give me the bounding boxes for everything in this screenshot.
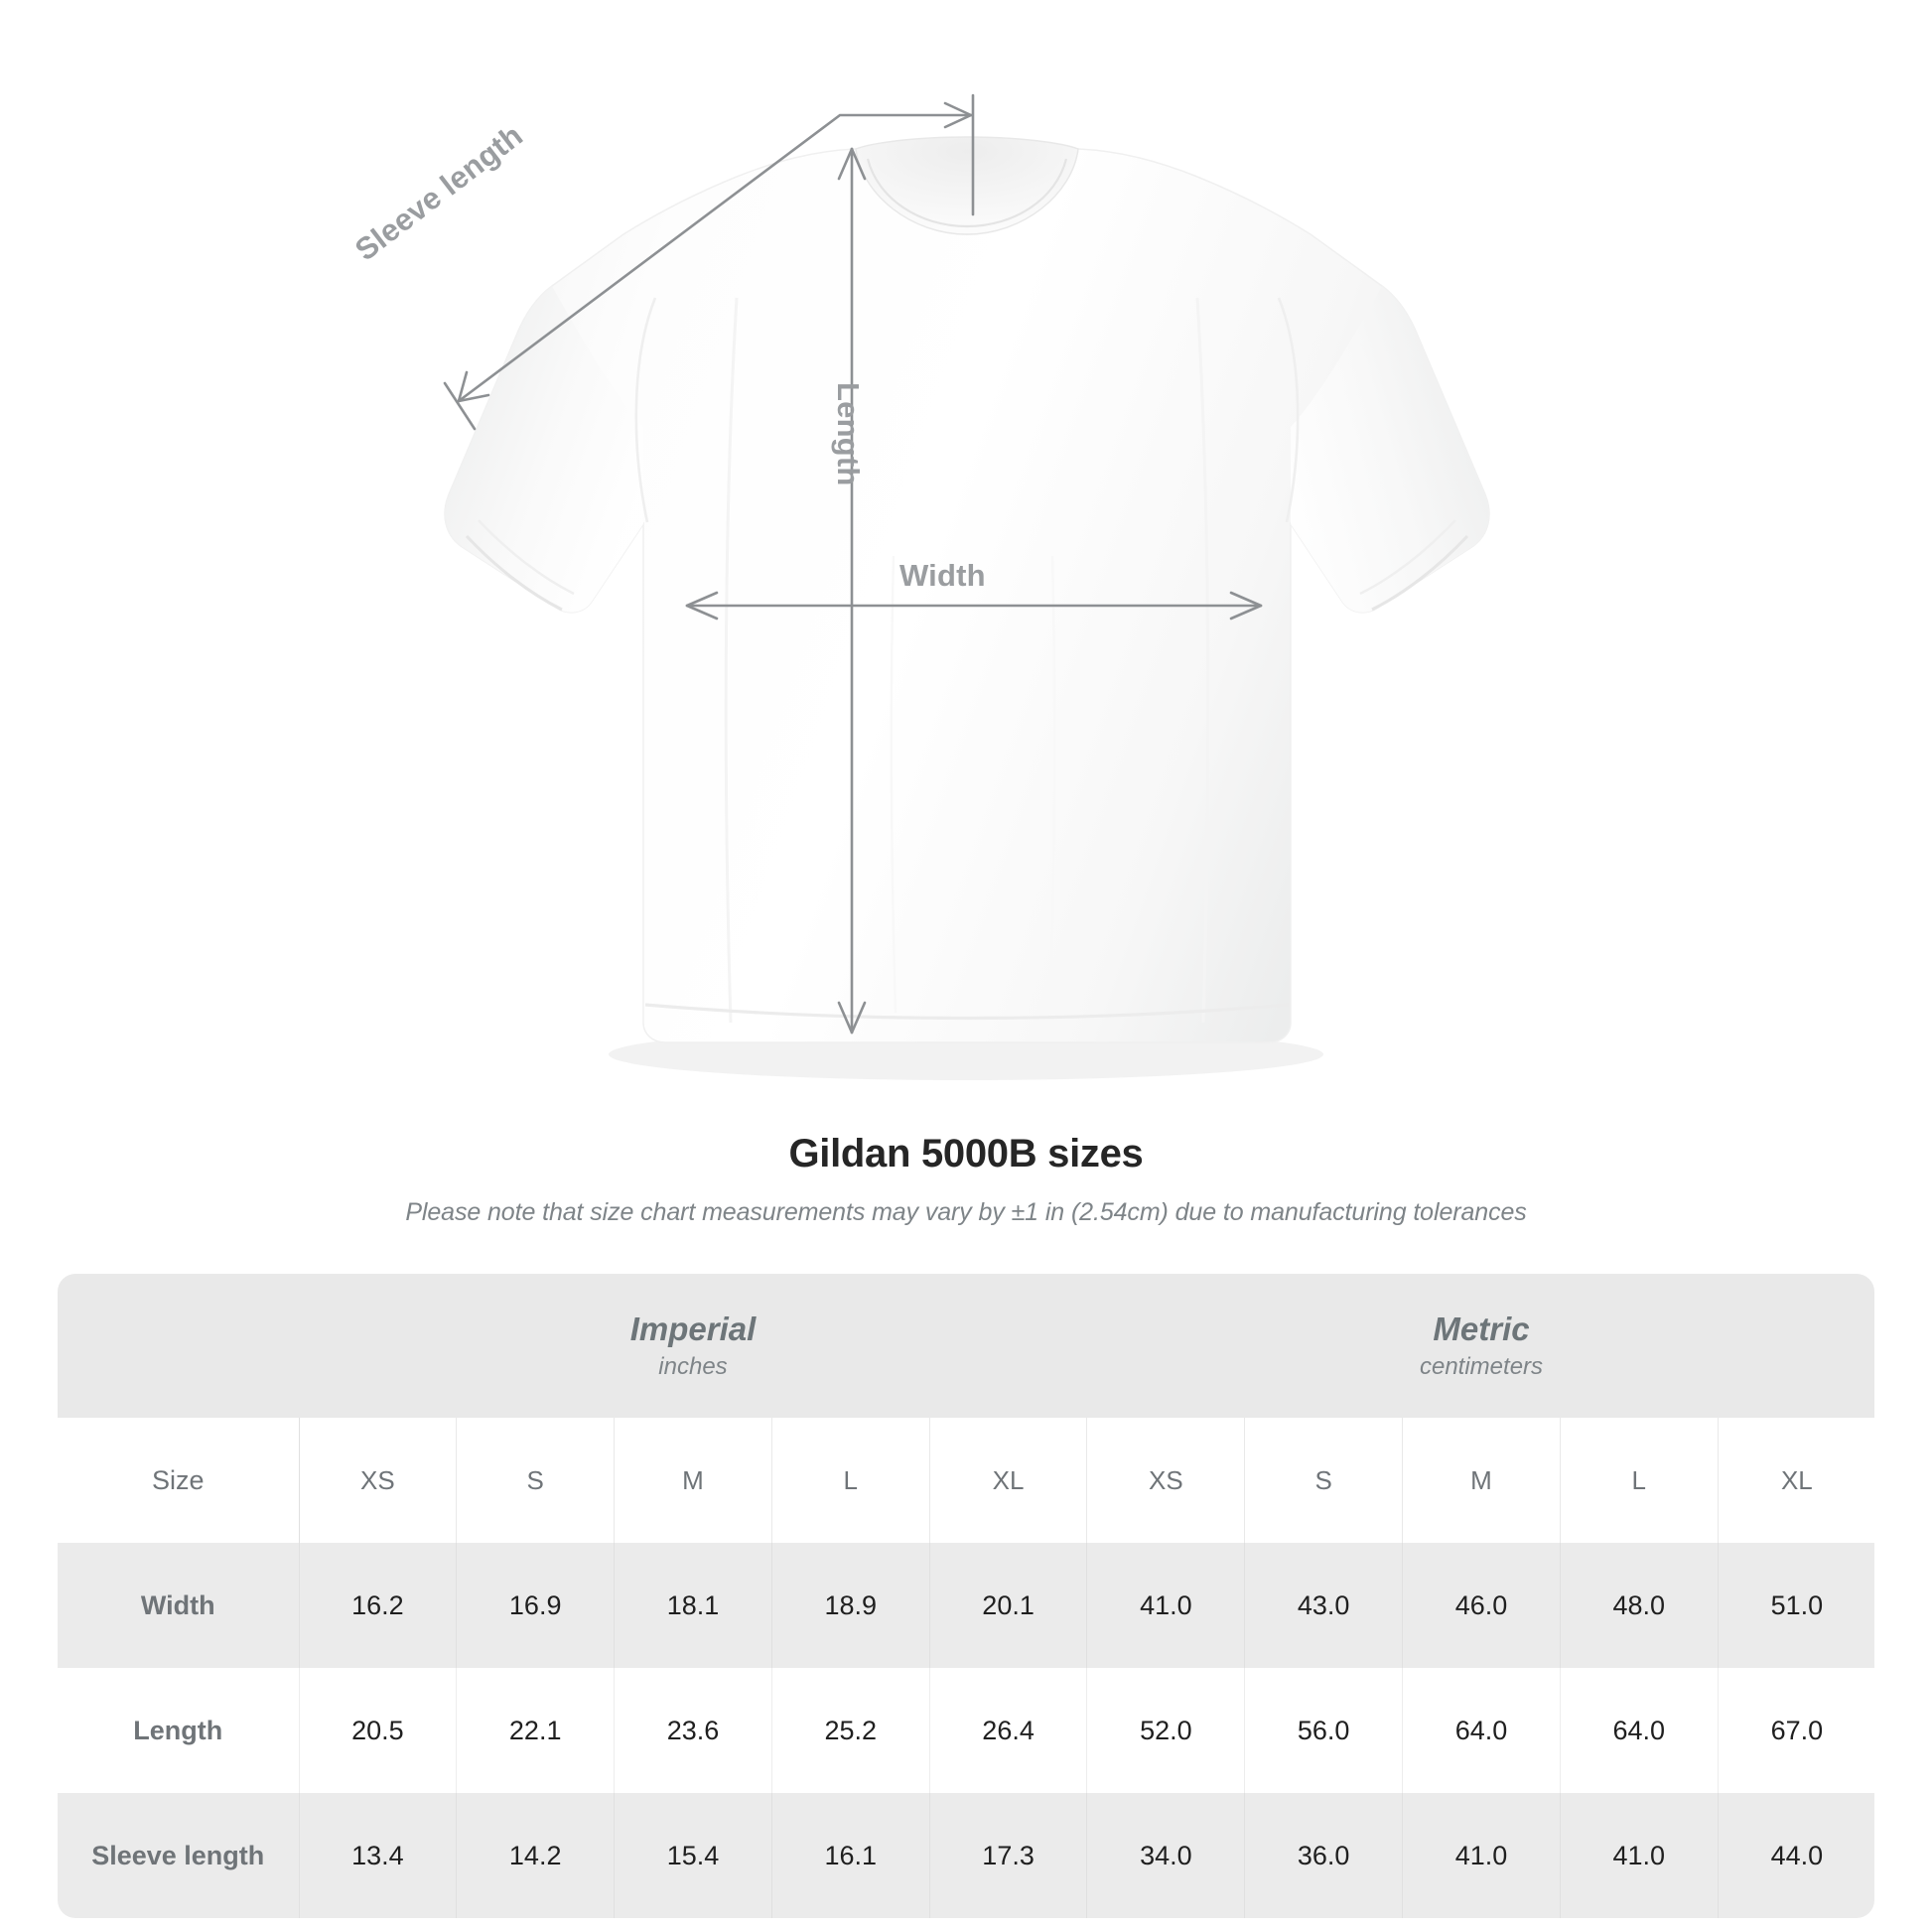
page-title: Gildan 5000B sizes — [788, 1132, 1144, 1175]
cell-sleeve-imperial-m: 15.4 — [614, 1793, 772, 1918]
header-metric-m: M — [1402, 1418, 1561, 1543]
cell-sleeve-imperial-s: 14.2 — [456, 1793, 616, 1918]
cell-length-metric-xs: 52.0 — [1086, 1668, 1246, 1793]
cell-length-imperial-xs: 20.5 — [299, 1668, 458, 1793]
collar — [855, 136, 1079, 235]
cell-length-imperial-m: 23.6 — [614, 1668, 772, 1793]
header-metric-xl: XL — [1718, 1418, 1874, 1543]
title-block: Gildan 5000B sizes Please note that size… — [0, 1132, 1932, 1227]
unit-cell-imperial: Imperial inches — [299, 1274, 1087, 1418]
sleeve-dimension — [443, 93, 975, 431]
cell-length-imperial-xl: 26.4 — [929, 1668, 1088, 1793]
tshirt-diagram — [443, 93, 1490, 1080]
cell-width-imperial-m: 18.1 — [614, 1543, 772, 1668]
row-label-length: Length — [58, 1668, 300, 1793]
header-imperial-xl: XL — [929, 1418, 1088, 1543]
dimension-lines — [443, 93, 1263, 1035]
fold-center-left — [890, 555, 897, 1014]
cell-sleeve-metric-xs: 34.0 — [1086, 1793, 1246, 1918]
unit-sub-metric: centimeters — [1419, 1353, 1544, 1381]
cell-width-imperial-xl: 20.1 — [929, 1543, 1088, 1668]
header-metric-l: L — [1560, 1418, 1719, 1543]
cell-length-metric-l: 64.0 — [1560, 1668, 1719, 1793]
fold-left — [724, 297, 739, 1024]
header-metric-s: S — [1244, 1418, 1404, 1543]
size-table: Imperial inches Metric centimeters Size … — [58, 1274, 1874, 1918]
tolerance-note: Please note that size chart measurements… — [405, 1198, 1527, 1226]
fold-right — [1195, 297, 1210, 1024]
unit-spacer-cell — [58, 1274, 299, 1418]
table-row: Length 20.5 22.1 23.6 25.2 26.4 52.0 56.… — [58, 1668, 1874, 1793]
header-imperial-m: M — [614, 1418, 772, 1543]
collar-seam — [866, 158, 1068, 228]
right-sleeve-hem-inner — [1359, 519, 1456, 596]
shirt-shape — [444, 136, 1490, 1043]
cell-sleeve-metric-xl: 44.0 — [1718, 1793, 1874, 1918]
cell-width-imperial-s: 16.9 — [456, 1543, 616, 1668]
left-armhole-seam — [634, 297, 657, 523]
cell-length-metric-s: 56.0 — [1244, 1668, 1404, 1793]
cell-sleeve-metric-m: 41.0 — [1402, 1793, 1561, 1918]
cell-length-imperial-l: 25.2 — [771, 1668, 930, 1793]
cell-sleeve-imperial-xs: 13.4 — [299, 1793, 458, 1918]
cell-sleeve-imperial-xl: 17.3 — [929, 1793, 1088, 1918]
right-armhole-seam — [1277, 297, 1300, 523]
right-sleeve-hem — [1371, 534, 1469, 612]
cell-width-metric-l: 48.0 — [1560, 1543, 1719, 1668]
width-dimension — [685, 591, 1263, 621]
size-header-row: Size XS S M L XL XS S M L XL — [58, 1418, 1874, 1543]
cell-length-imperial-s: 22.1 — [456, 1668, 616, 1793]
table-row: Sleeve length 13.4 14.2 15.4 16.1 17.3 3… — [58, 1793, 1874, 1918]
unit-sub-imperial: inches — [658, 1353, 728, 1381]
bottom-hem — [644, 1003, 1290, 1021]
header-imperial-s: S — [456, 1418, 616, 1543]
cell-sleeve-metric-s: 36.0 — [1244, 1793, 1404, 1918]
cell-length-metric-xl: 67.0 — [1718, 1668, 1874, 1793]
cell-width-metric-xs: 41.0 — [1086, 1543, 1246, 1668]
cell-length-metric-m: 64.0 — [1402, 1668, 1561, 1793]
left-sleeve-hem — [465, 534, 563, 612]
length-label: Length — [831, 382, 866, 486]
header-imperial-xs: XS — [299, 1418, 458, 1543]
cell-sleeve-imperial-l: 16.1 — [771, 1793, 930, 1918]
unit-header-row: Imperial inches Metric centimeters — [58, 1274, 1874, 1418]
left-sleeve-hem-inner — [478, 519, 575, 596]
header-metric-xs: XS — [1086, 1418, 1246, 1543]
row-label-sleeve-length: Sleeve length — [58, 1793, 300, 1918]
header-size-label: Size — [58, 1418, 300, 1543]
cell-sleeve-metric-l: 41.0 — [1560, 1793, 1719, 1918]
header-imperial-l: L — [771, 1418, 930, 1543]
garment-illustration: Sleeve length Length Width — [348, 93, 1490, 1080]
unit-name-imperial: Imperial — [629, 1310, 757, 1347]
left-sleeve — [445, 286, 643, 613]
table-row: Width 16.2 16.9 18.1 18.9 20.1 41.0 43.0… — [58, 1543, 1874, 1668]
fold-center-right — [1048, 555, 1056, 1014]
cell-width-imperial-xs: 16.2 — [299, 1543, 458, 1668]
width-label: Width — [899, 558, 986, 593]
right-sleeve — [1291, 286, 1489, 613]
cell-width-imperial-l: 18.9 — [771, 1543, 930, 1668]
cell-width-metric-m: 46.0 — [1402, 1543, 1561, 1668]
size-table-container: Imperial inches Metric centimeters Size … — [58, 1274, 1874, 1918]
unit-name-metric: Metric — [1433, 1310, 1530, 1347]
unit-cell-metric: Metric centimeters — [1086, 1274, 1874, 1418]
length-dimension — [837, 147, 867, 1035]
cell-width-metric-xl: 51.0 — [1718, 1543, 1874, 1668]
row-label-width: Width — [58, 1543, 300, 1668]
cell-width-metric-s: 43.0 — [1244, 1543, 1404, 1668]
